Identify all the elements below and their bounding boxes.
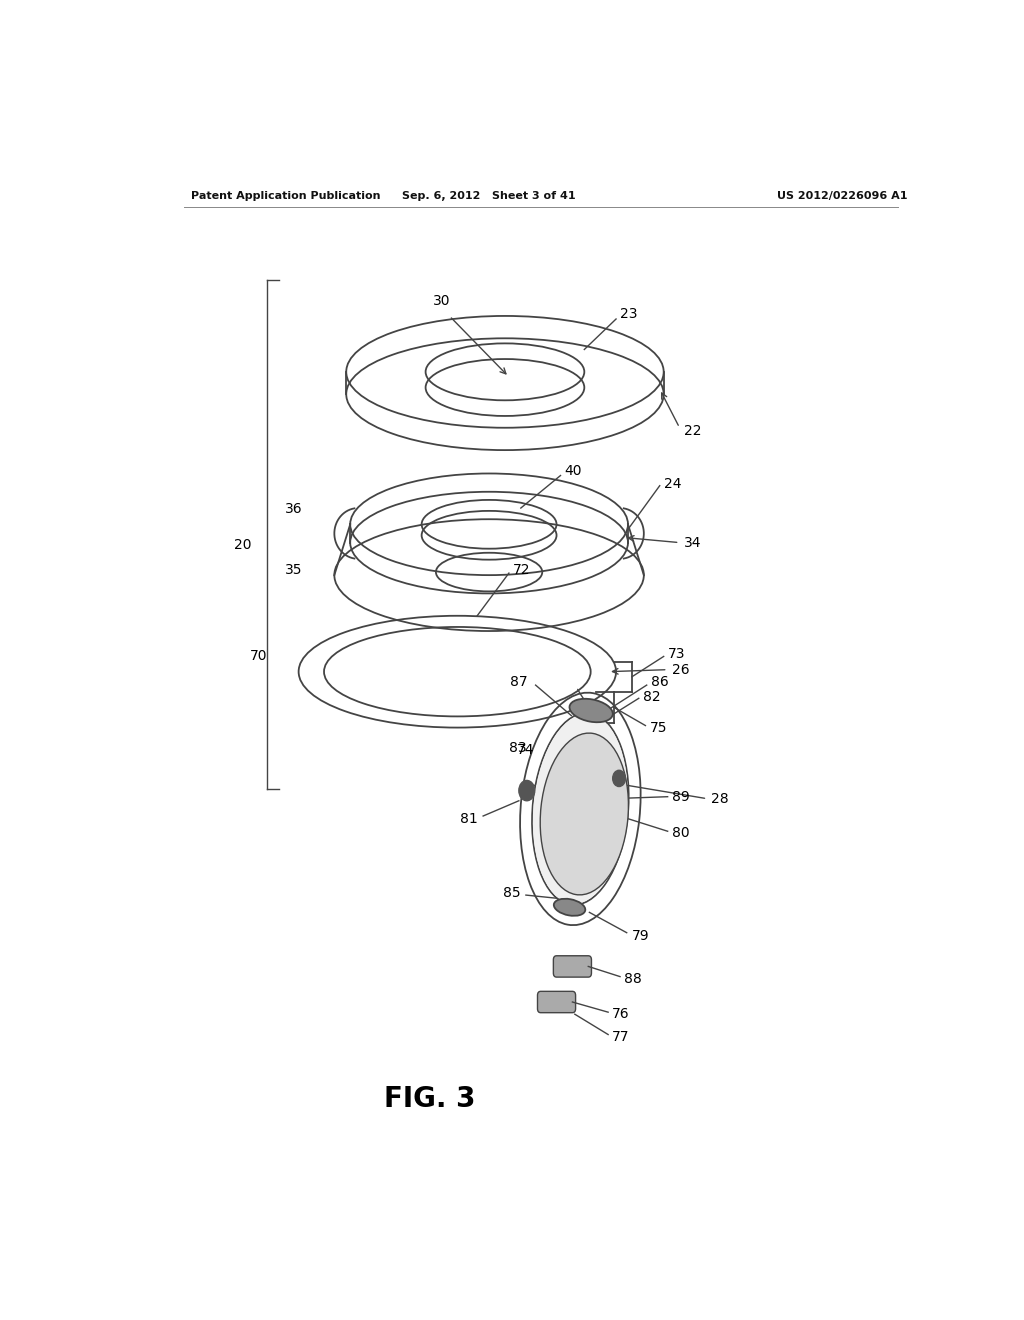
Text: 20: 20 <box>233 537 251 552</box>
Text: 81: 81 <box>460 812 477 826</box>
Text: 86: 86 <box>650 675 669 689</box>
Text: 82: 82 <box>643 690 660 705</box>
Circle shape <box>612 771 626 787</box>
Text: 77: 77 <box>612 1030 630 1044</box>
Text: 24: 24 <box>664 477 681 491</box>
Text: 72: 72 <box>513 564 530 577</box>
Text: US 2012/0226096 A1: US 2012/0226096 A1 <box>777 191 907 201</box>
Text: 30: 30 <box>433 294 451 308</box>
Text: Sep. 6, 2012   Sheet 3 of 41: Sep. 6, 2012 Sheet 3 of 41 <box>402 191 575 201</box>
Text: 34: 34 <box>684 536 701 549</box>
Text: 40: 40 <box>564 465 582 478</box>
Text: 74: 74 <box>517 743 535 756</box>
Text: 36: 36 <box>285 502 303 516</box>
Text: 73: 73 <box>668 647 685 661</box>
Text: 76: 76 <box>612 1007 630 1022</box>
FancyBboxPatch shape <box>538 991 575 1012</box>
Text: 70: 70 <box>250 649 267 664</box>
Text: 22: 22 <box>684 424 701 438</box>
Ellipse shape <box>532 714 628 904</box>
Text: 89: 89 <box>672 789 689 804</box>
Text: 85: 85 <box>503 886 520 900</box>
Ellipse shape <box>569 698 612 722</box>
Text: 23: 23 <box>620 308 638 321</box>
FancyBboxPatch shape <box>553 956 592 977</box>
Text: 87: 87 <box>510 675 527 689</box>
Text: 35: 35 <box>285 564 303 577</box>
Text: 28: 28 <box>712 792 729 805</box>
Text: 75: 75 <box>649 721 667 735</box>
Circle shape <box>519 780 535 801</box>
Text: 83: 83 <box>509 741 526 755</box>
Text: 26: 26 <box>672 663 689 677</box>
Text: FIG. 3: FIG. 3 <box>384 1085 475 1113</box>
Text: 79: 79 <box>632 929 649 942</box>
Ellipse shape <box>541 733 629 895</box>
Text: Patent Application Publication: Patent Application Publication <box>191 191 381 201</box>
Text: 88: 88 <box>624 972 642 986</box>
Text: 80: 80 <box>672 826 689 841</box>
Ellipse shape <box>554 899 586 916</box>
